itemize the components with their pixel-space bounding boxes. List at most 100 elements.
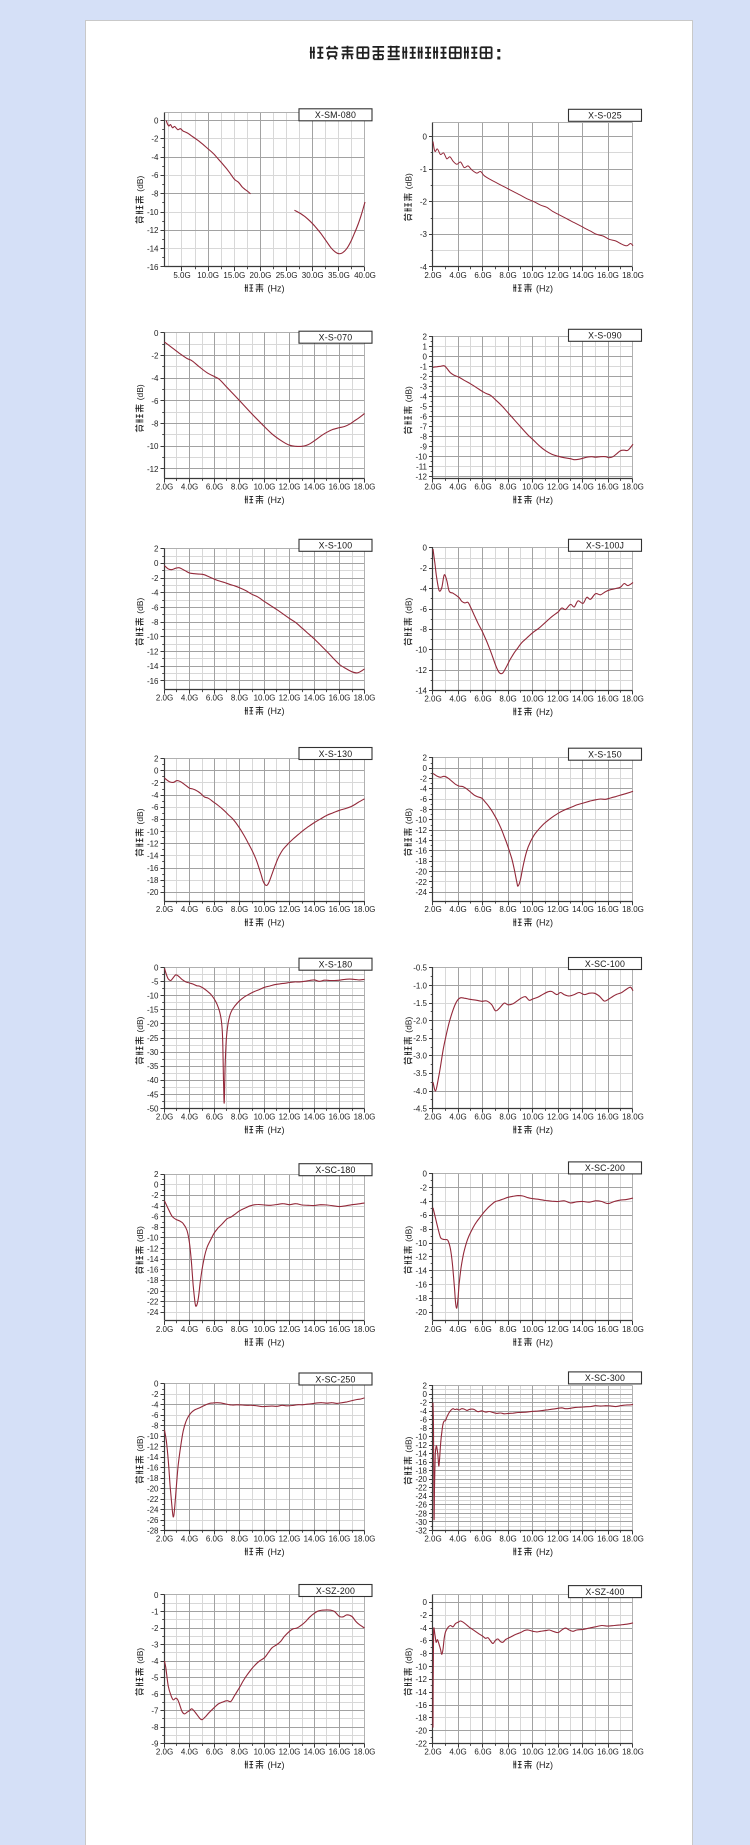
svg-text:-12: -12: [147, 465, 159, 474]
svg-text:18.0G: 18.0G: [622, 1534, 644, 1543]
svg-text:-15: -15: [147, 1006, 159, 1015]
svg-text:-2: -2: [420, 564, 428, 573]
svg-text:-25: -25: [147, 1034, 159, 1043]
svg-text:-8: -8: [420, 1225, 428, 1234]
svg-text:-22: -22: [415, 1739, 427, 1748]
svg-text:16.0G: 16.0G: [329, 1112, 351, 1121]
svg-text:-18: -18: [415, 1467, 427, 1476]
svg-text:-14: -14: [415, 686, 427, 695]
svg-text:-18: -18: [415, 1714, 427, 1723]
svg-text:-5: -5: [151, 977, 159, 986]
svg-text:-35: -35: [147, 1062, 159, 1071]
svg-text:8.0G: 8.0G: [231, 905, 248, 914]
svg-text:2: 2: [423, 333, 428, 342]
svg-text:-22: -22: [147, 1495, 159, 1504]
svg-text:(dB): (dB): [403, 173, 413, 189]
svg-text:-2: -2: [420, 774, 428, 783]
svg-text:-6: -6: [420, 795, 428, 804]
svg-text:(Hz): (Hz): [268, 918, 285, 928]
svg-text:-6: -6: [151, 1213, 159, 1222]
svg-text:-24: -24: [415, 1492, 427, 1501]
svg-text:12.0G: 12.0G: [547, 1325, 569, 1334]
svg-text:-4: -4: [151, 589, 159, 598]
svg-text:18.0G: 18.0G: [354, 905, 376, 914]
svg-text:-8: -8: [420, 433, 428, 442]
svg-text:X-SM-080: X-SM-080: [315, 110, 356, 120]
svg-text:-6: -6: [420, 605, 428, 614]
svg-text:(Hz): (Hz): [268, 1337, 285, 1347]
svg-text:-16: -16: [415, 1458, 427, 1467]
svg-text:-4: -4: [420, 393, 428, 402]
svg-text:12.0G: 12.0G: [279, 694, 301, 703]
svg-text:(Hz): (Hz): [536, 1547, 553, 1557]
svg-text:-2: -2: [151, 1191, 159, 1200]
svg-text:X-S-180: X-S-180: [319, 960, 353, 970]
svg-text:-1: -1: [151, 1607, 159, 1616]
svg-text:-28: -28: [415, 1509, 427, 1518]
svg-text:2: 2: [154, 755, 159, 764]
svg-text:-4: -4: [420, 1624, 428, 1633]
svg-text:(Hz): (Hz): [268, 706, 285, 716]
svg-text:-20: -20: [147, 1020, 159, 1029]
svg-text:12.0G: 12.0G: [279, 905, 301, 914]
svg-text:0: 0: [154, 116, 159, 125]
svg-text:-2: -2: [420, 1399, 428, 1408]
svg-text:-2.5: -2.5: [413, 1034, 427, 1043]
svg-text:2.0G: 2.0G: [156, 1747, 173, 1756]
svg-text:14.0G: 14.0G: [572, 482, 594, 491]
svg-text:X-SC-200: X-SC-200: [585, 1163, 625, 1173]
svg-text:-6: -6: [151, 603, 159, 612]
svg-text:(Hz): (Hz): [268, 495, 285, 505]
svg-text:2: 2: [423, 1382, 428, 1391]
svg-text:0: 0: [423, 544, 428, 553]
svg-text:14.0G: 14.0G: [304, 482, 326, 491]
svg-text:2.0G: 2.0G: [156, 482, 173, 491]
svg-text:4.0G: 4.0G: [181, 694, 198, 703]
svg-text:-18: -18: [147, 876, 159, 885]
svg-text:-4: -4: [420, 1197, 428, 1206]
svg-text:(dB): (dB): [135, 1016, 145, 1032]
svg-text:-16: -16: [415, 1701, 427, 1710]
svg-text:-8: -8: [151, 420, 159, 429]
svg-text:2.0G: 2.0G: [424, 271, 441, 280]
svg-text:4.0G: 4.0G: [449, 905, 466, 914]
svg-text:-6: -6: [151, 171, 159, 180]
svg-text:-26: -26: [147, 1516, 159, 1525]
svg-text:18.0G: 18.0G: [622, 1747, 644, 1756]
svg-text:-6: -6: [420, 1211, 428, 1220]
svg-text:18.0G: 18.0G: [622, 1112, 644, 1121]
svg-text:-10: -10: [415, 453, 427, 462]
svg-text:-10: -10: [415, 1433, 427, 1442]
svg-text:(dB): (dB): [403, 1648, 413, 1664]
svg-text:16.0G: 16.0G: [329, 1747, 351, 1756]
svg-text:18.0G: 18.0G: [622, 271, 644, 280]
svg-text:10.0G: 10.0G: [522, 1534, 544, 1543]
svg-text:-12: -12: [147, 1443, 159, 1452]
svg-text:-10: -10: [415, 1662, 427, 1671]
svg-text:-14: -14: [147, 852, 159, 861]
svg-text:-9: -9: [420, 443, 428, 452]
svg-text:0: 0: [154, 767, 159, 776]
svg-text:(dB): (dB): [135, 808, 145, 824]
svg-text:-16: -16: [147, 864, 159, 873]
svg-text:-10: -10: [415, 816, 427, 825]
svg-text:10.0G: 10.0G: [522, 271, 544, 280]
svg-text:-6: -6: [420, 413, 428, 422]
svg-text:-3.0: -3.0: [413, 1052, 427, 1061]
svg-text:8.0G: 8.0G: [499, 271, 516, 280]
svg-text:16.0G: 16.0G: [329, 1325, 351, 1334]
svg-text:1: 1: [423, 343, 428, 352]
svg-text:18.0G: 18.0G: [622, 694, 644, 703]
svg-text:12.0G: 12.0G: [547, 1534, 569, 1543]
svg-text:8.0G: 8.0G: [231, 1747, 248, 1756]
svg-text:-16: -16: [415, 847, 427, 856]
svg-text:-12: -12: [415, 1675, 427, 1684]
svg-text:10.0G: 10.0G: [522, 482, 544, 491]
svg-text:(Hz): (Hz): [536, 1337, 553, 1347]
svg-text:-10: -10: [415, 1239, 427, 1248]
svg-text:6.0G: 6.0G: [206, 694, 223, 703]
svg-text:X-SZ-400: X-SZ-400: [585, 1587, 624, 1597]
svg-text:14.0G: 14.0G: [572, 1112, 594, 1121]
svg-text:2.0G: 2.0G: [424, 1747, 441, 1756]
svg-text:-1.5: -1.5: [413, 999, 427, 1008]
